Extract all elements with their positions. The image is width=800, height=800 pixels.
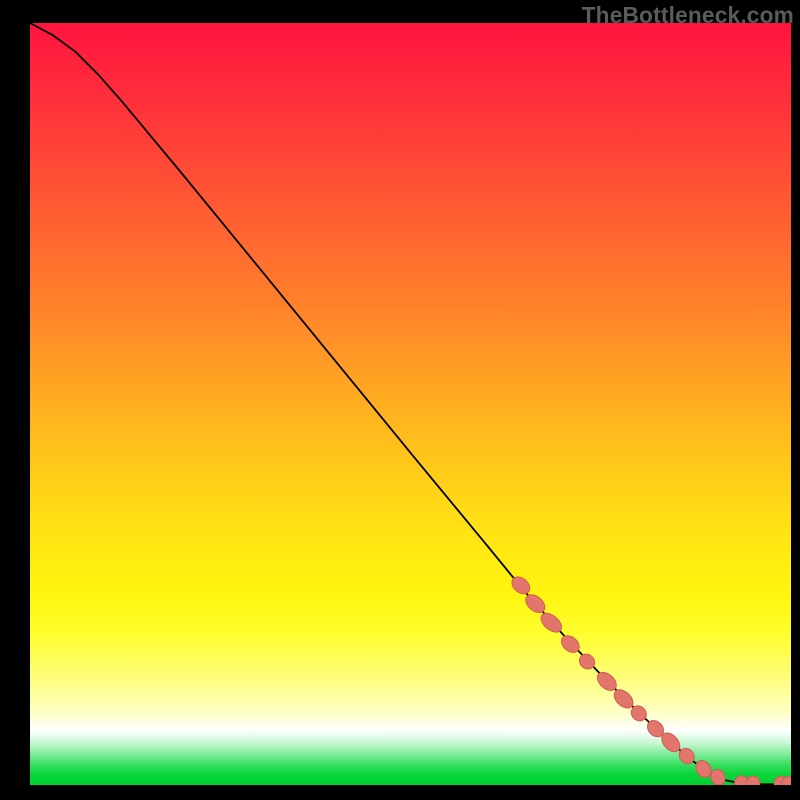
data-marker bbox=[782, 776, 796, 790]
chart-canvas: { "watermark": { "text": "TheBottleneck.… bbox=[0, 0, 800, 800]
data-marker bbox=[746, 776, 760, 790]
bottleneck-chart bbox=[0, 0, 800, 800]
plot-background bbox=[30, 23, 791, 785]
watermark-text: TheBottleneck.com bbox=[582, 2, 794, 29]
